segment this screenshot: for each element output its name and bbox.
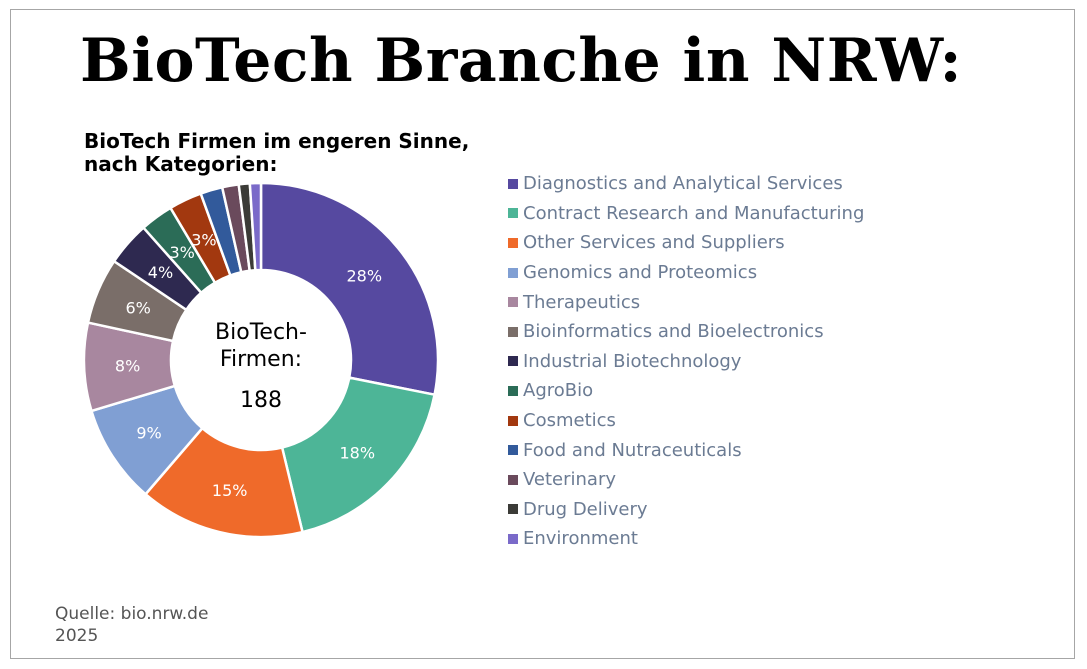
chart-frame bbox=[10, 9, 1075, 659]
legend-label: AgroBio bbox=[523, 380, 594, 402]
legend-item: Genomics and Proteomics bbox=[508, 258, 864, 288]
legend-swatch bbox=[508, 297, 518, 308]
chart-legend: Diagnostics and Analytical Services Contr… bbox=[508, 169, 864, 554]
center-value: 188 bbox=[240, 388, 282, 413]
slice-label: 4% bbox=[148, 263, 173, 282]
subtitle-line-1: BioTech Firmen im engeren Sinne, bbox=[84, 129, 470, 153]
legend-item: Veterinary bbox=[508, 465, 864, 495]
legend-item: Contract Research and Manufacturing bbox=[508, 199, 864, 229]
donut-slice bbox=[280, 376, 437, 534]
center-label-line-2: Firmen: bbox=[220, 347, 302, 372]
donut-slice bbox=[248, 181, 263, 272]
legend-item: AgroBio bbox=[508, 376, 864, 406]
legend-label: Veterinary bbox=[523, 469, 617, 491]
legend-item: Other Services and Suppliers bbox=[508, 228, 864, 258]
page-title: BioTech Branche in NRW: bbox=[80, 26, 963, 96]
slice-label: 28% bbox=[346, 266, 382, 285]
slice-label: 9% bbox=[136, 424, 161, 443]
legend-swatch bbox=[508, 533, 518, 544]
legend-item: Diagnostics and Analytical Services bbox=[508, 169, 864, 199]
donut-slices bbox=[82, 181, 440, 539]
legend-item: Food and Nutraceuticals bbox=[508, 435, 864, 465]
legend-label: Diagnostics and Analytical Services bbox=[523, 173, 843, 195]
legend-item: Environment bbox=[508, 524, 864, 554]
slice-label: 6% bbox=[125, 299, 150, 318]
legend-swatch bbox=[508, 267, 518, 278]
legend-swatch bbox=[508, 326, 518, 337]
legend-label: Bioinformatics and Bioelectronics bbox=[523, 321, 824, 343]
legend-swatch bbox=[508, 178, 518, 189]
legend-label: Contract Research and Manufacturing bbox=[523, 202, 865, 224]
legend-item: Drug Delivery bbox=[508, 495, 864, 525]
donut-slice bbox=[143, 426, 305, 539]
legend-swatch bbox=[508, 474, 518, 485]
legend-label: Food and Nutraceuticals bbox=[523, 439, 742, 461]
source-line-1: Quelle: bio.nrw.de bbox=[55, 604, 209, 624]
legend-swatch bbox=[508, 504, 518, 515]
legend-swatch bbox=[508, 208, 518, 219]
donut-slice bbox=[259, 181, 440, 397]
source-note: Quelle: bio.nrw.de 2025 bbox=[55, 603, 208, 647]
chart-subtitle: BioTech Firmen im engeren Sinne, nach Ka… bbox=[84, 130, 484, 176]
legend-label: Therapeutics bbox=[523, 291, 641, 313]
slice-labels: 28%18%15%9%8%6%4%3%3% bbox=[115, 230, 382, 499]
legend-swatch bbox=[508, 445, 518, 456]
legend-swatch bbox=[508, 356, 518, 367]
slice-label: 3% bbox=[191, 230, 216, 249]
legend-swatch bbox=[508, 385, 518, 396]
legend-label: Industrial Biotechnology bbox=[523, 350, 742, 372]
source-line-2: 2025 bbox=[55, 626, 99, 646]
legend-swatch bbox=[508, 415, 518, 426]
slice-label: 3% bbox=[169, 243, 194, 262]
legend-label: Genomics and Proteomics bbox=[523, 262, 758, 284]
slice-label: 8% bbox=[115, 356, 140, 375]
legend-label: Cosmetics bbox=[523, 410, 616, 432]
legend-swatch bbox=[508, 237, 518, 248]
legend-item: Bioinformatics and Bioelectronics bbox=[508, 317, 864, 347]
legend-label: Drug Delivery bbox=[523, 498, 648, 520]
legend-label: Other Services and Suppliers bbox=[523, 232, 785, 254]
legend-item: Industrial Biotechnology bbox=[508, 347, 864, 377]
legend-item: Cosmetics bbox=[508, 406, 864, 436]
legend-label: Environment bbox=[523, 528, 638, 550]
slice-label: 18% bbox=[339, 444, 375, 463]
center-label-line-1: BioTech- bbox=[215, 320, 307, 345]
legend-item: Therapeutics bbox=[508, 287, 864, 317]
subtitle-line-2: nach Kategorien: bbox=[84, 152, 278, 176]
slice-label: 15% bbox=[212, 481, 248, 500]
